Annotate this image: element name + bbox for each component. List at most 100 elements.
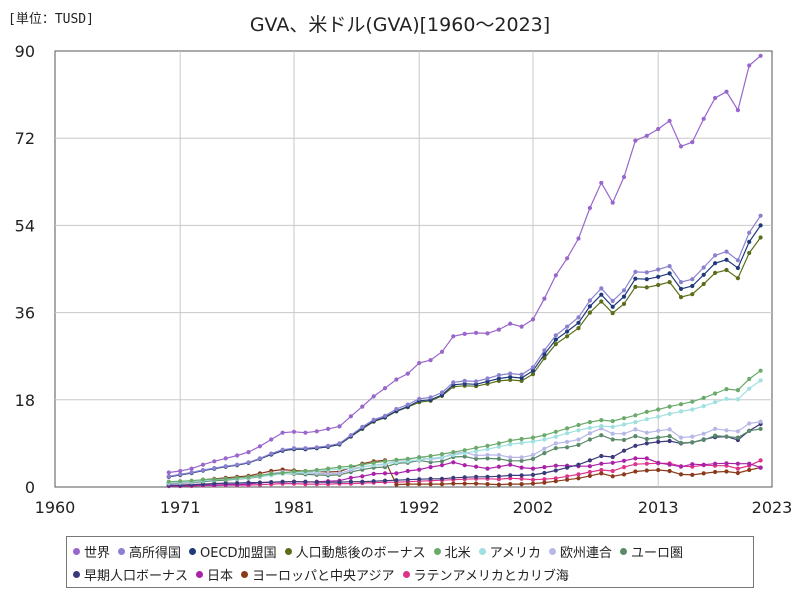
data-point [303,446,308,451]
data-point [610,468,615,474]
legend-swatch [189,548,197,555]
data-point [269,451,274,456]
data-point [735,397,741,402]
data-point [724,428,729,433]
data-point [530,368,536,373]
data-point [599,418,604,423]
data-point [747,386,752,391]
data-point [735,265,741,271]
data-point [599,433,604,438]
y-tick-label: 72 [15,129,35,148]
data-point [485,466,490,471]
data-point [496,464,501,469]
data-point [348,433,353,438]
data-point [382,471,388,476]
data-point [633,469,638,474]
data-point [519,455,524,460]
data-point [519,458,524,463]
data-point [474,445,479,450]
legend-label: アメリカ [489,546,541,561]
data-point [633,462,638,467]
data-point [587,458,593,463]
y-tick-label: 36 [15,304,35,323]
x-tick-label: 2013 [638,498,679,517]
data-point [724,461,729,466]
data-point [394,471,399,476]
data-point [553,468,558,473]
data-point [519,375,524,381]
data-point [644,468,649,473]
data-point [701,404,706,409]
data-point [656,282,661,288]
data-point [690,277,695,282]
data-point [530,472,536,477]
data-point [621,288,627,293]
data-point [644,270,649,275]
legend-swatch [73,571,80,578]
data-point [565,431,570,436]
data-point [553,446,558,451]
data-point [428,453,433,459]
data-point [713,270,718,275]
data-point [701,116,706,121]
data-point [405,456,410,461]
data-point [371,417,376,422]
data-point [508,462,513,467]
data-point [166,479,171,484]
data-point [667,427,672,432]
data-point [633,269,638,274]
x-tick-label: 2002 [513,498,554,517]
data-point [678,435,684,440]
data-point [371,394,376,399]
data-point [713,261,718,266]
data-point [417,467,422,472]
data-point [747,428,752,433]
data-point [462,378,467,383]
data-point [474,481,479,486]
data-point [565,477,570,482]
legend-item: OECD加盟国 [189,542,277,561]
data-point [303,430,308,435]
data-point [474,453,479,458]
data-point [610,298,615,304]
data-point [212,481,217,486]
data-point [326,471,331,476]
data-point [291,469,297,474]
data-point [565,445,570,450]
data-point [667,411,672,416]
legend-swatch [619,548,627,555]
data-point [371,479,376,484]
data-point [690,434,695,439]
x-tick-label: 1971 [160,498,201,517]
data-point [576,472,581,477]
data-point [382,478,388,483]
data-point [485,376,490,381]
data-point [178,468,183,474]
unit-label: [単位：TUSD] [8,12,94,27]
legend-item: 欧州連合 [548,542,612,561]
data-point [530,477,536,482]
data-point [348,475,353,480]
data-point [565,465,570,470]
data-point [542,356,547,361]
data-point [451,380,456,385]
data-point [667,264,672,269]
data-point [223,464,228,469]
data-point [462,463,467,468]
data-point [713,426,718,431]
data-point [713,391,718,396]
data-point [326,480,331,485]
data-point [610,474,615,479]
data-point [394,377,399,382]
data-point [178,479,183,484]
data-point [235,453,240,458]
data-point [610,454,615,460]
data-point [360,479,365,484]
data-point [405,468,410,474]
legend-label: 欧州連合 [559,546,612,561]
data-point [166,470,171,475]
data-point [519,372,524,377]
data-point [553,463,558,468]
data-point [314,467,319,473]
data-point [656,435,661,440]
